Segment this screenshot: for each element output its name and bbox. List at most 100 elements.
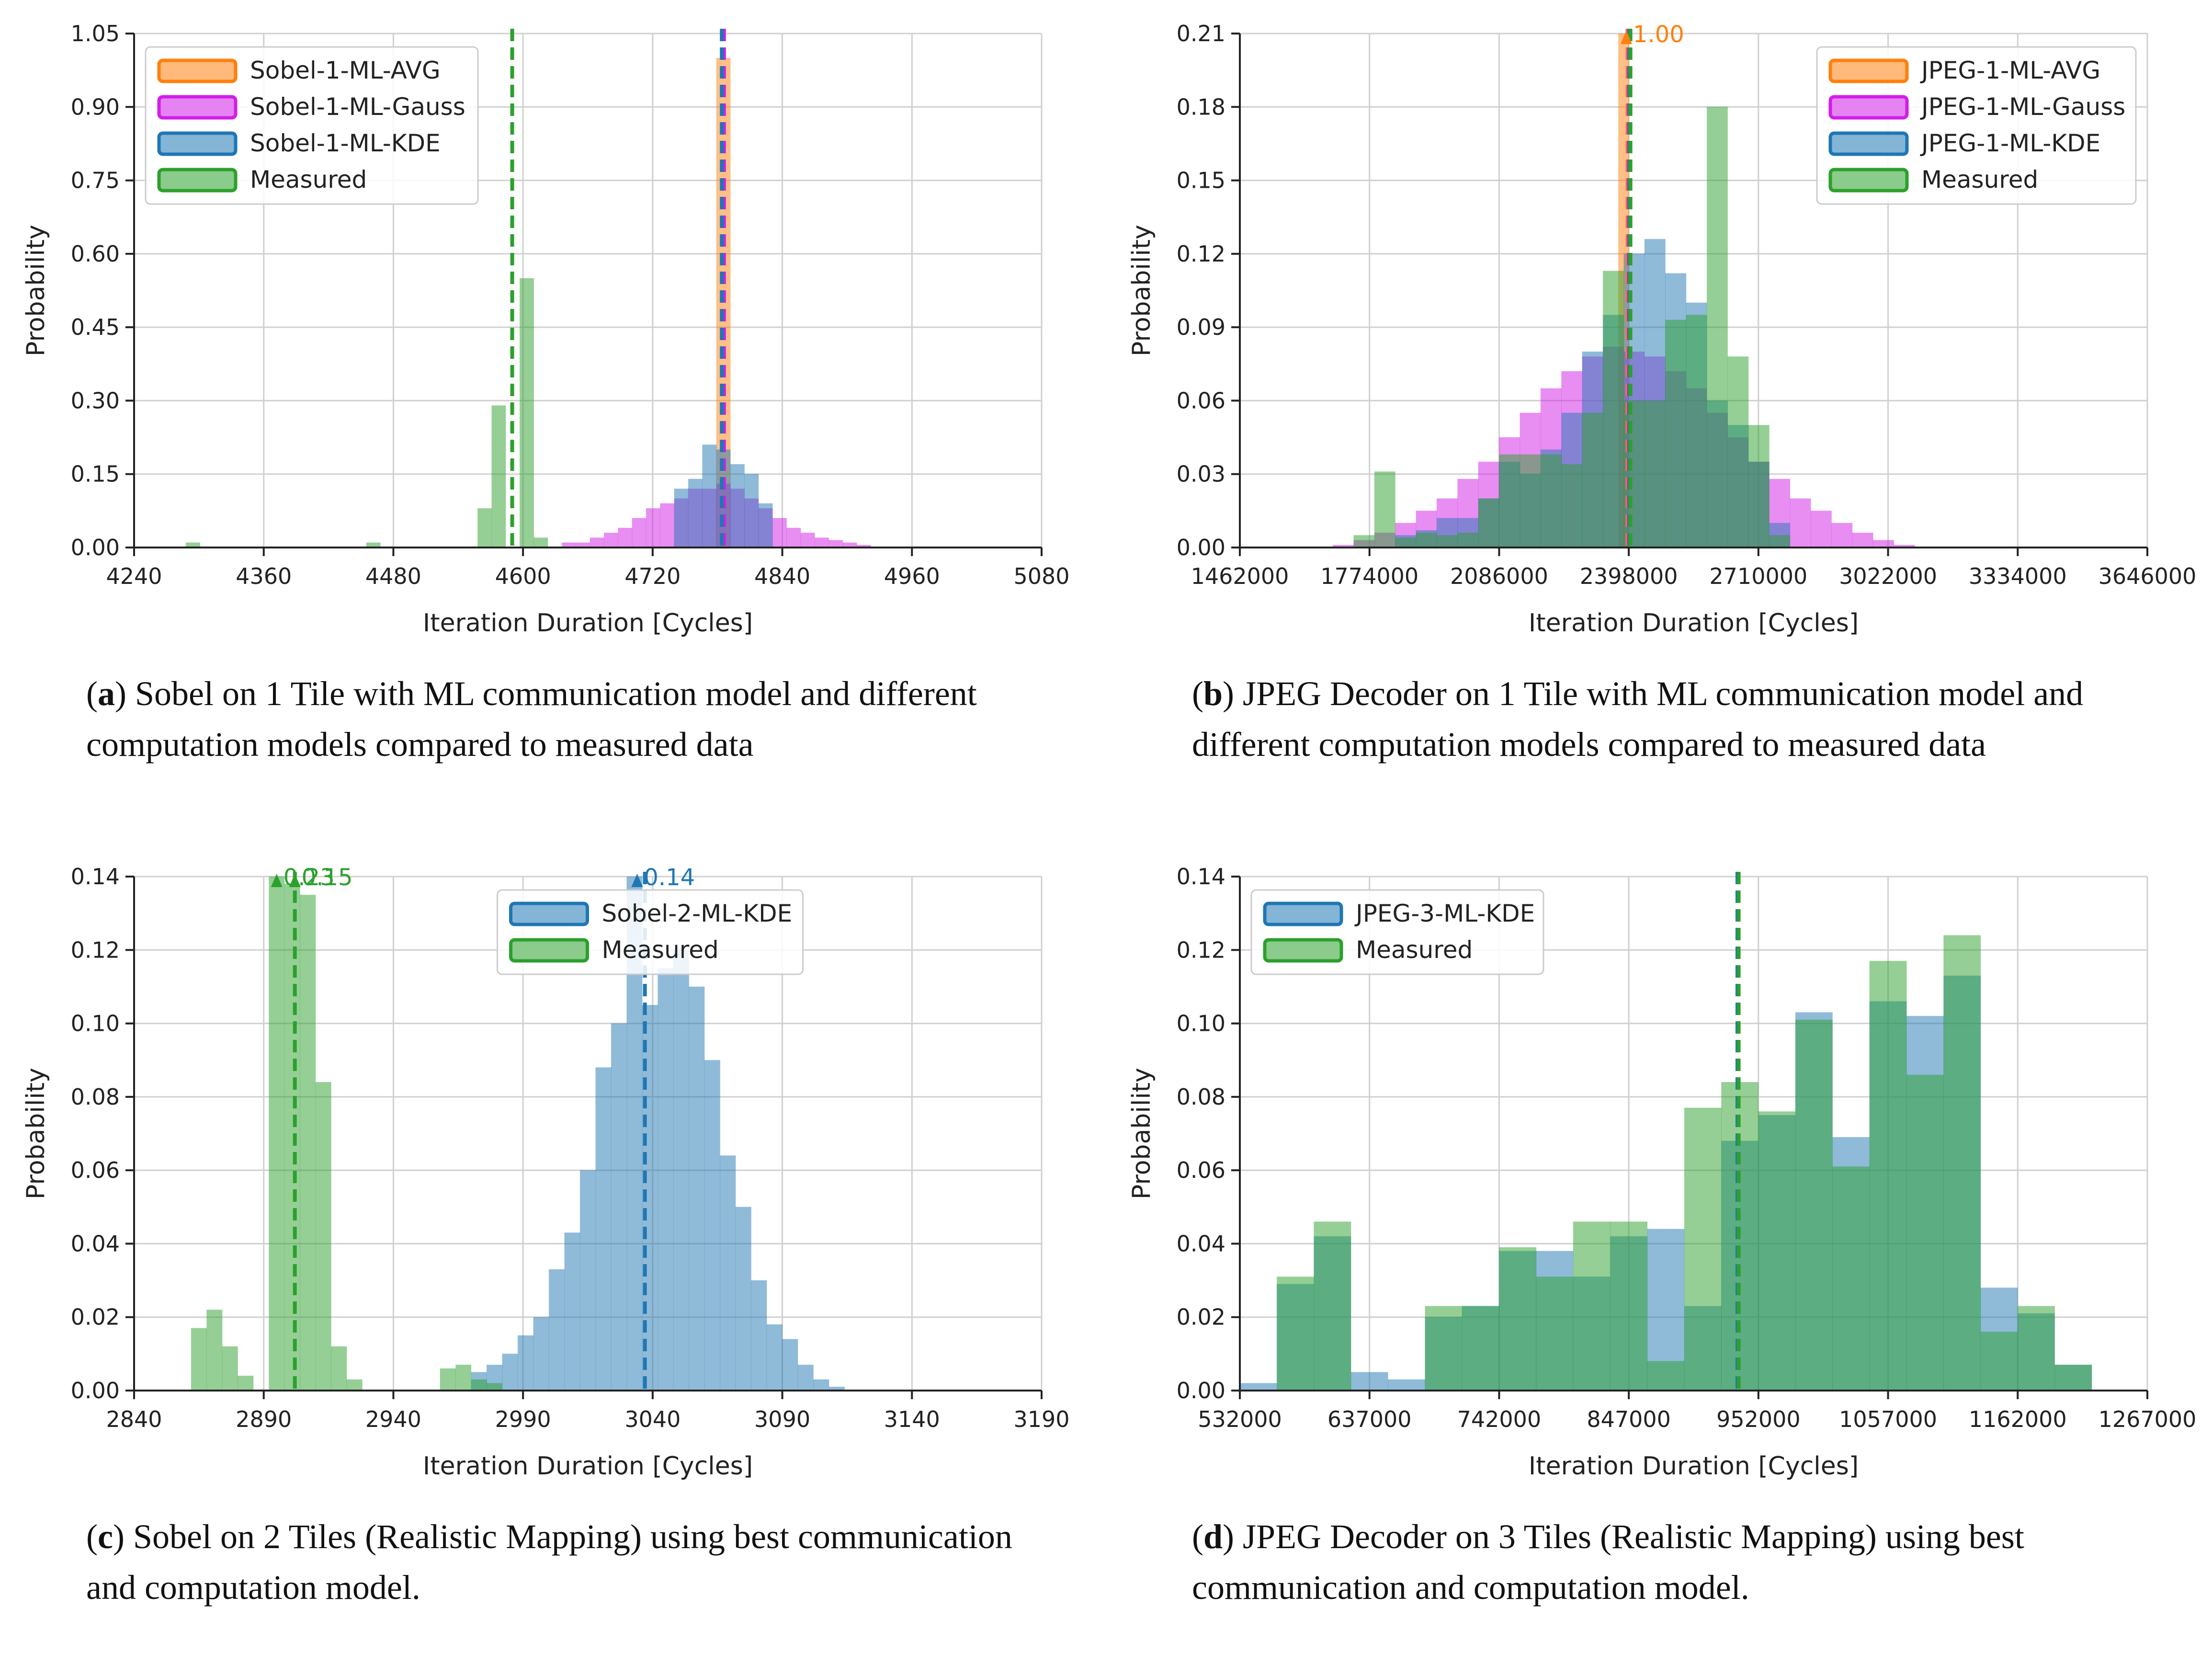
- bar-measured: [1498, 454, 1520, 548]
- y-tick-label: 0.04: [1177, 1231, 1225, 1256]
- overflow-arrow: [271, 874, 283, 887]
- x-tick-label: 2940: [365, 1406, 421, 1432]
- x-tick-label: 2710000: [1709, 563, 1807, 589]
- grid: [133, 33, 1043, 548]
- x-tick-label: 4600: [495, 563, 551, 589]
- bar-kde: [735, 1207, 752, 1391]
- bar-measured: [1769, 535, 1791, 548]
- bar-kde: [579, 1170, 596, 1391]
- bar-measured: [1727, 356, 1749, 548]
- legend-swatch-measured: [1828, 168, 1909, 193]
- bar-measured: [1980, 1331, 2018, 1391]
- bar-measured: [1536, 1276, 1574, 1391]
- bar-measured: [1644, 400, 1666, 548]
- bar-measured: [346, 1379, 363, 1391]
- overflow-arrow: [1620, 31, 1632, 44]
- legend-label: Sobel-1-ML-KDE: [250, 129, 441, 157]
- y-tick-label: 0.15: [1177, 168, 1225, 194]
- legend-box: [145, 46, 479, 205]
- bar-measured: [1276, 1276, 1315, 1391]
- legend-swatch-gauss: [1828, 95, 1909, 120]
- legend-label: JPEG-1-ML-AVG: [1920, 57, 2100, 84]
- bar-measured: [519, 278, 534, 548]
- chart-panel-d: 532000 637000 742000 847000 952000 1057000 116…: [1106, 843, 2207, 1654]
- legend-label: Sobel-1-ML-Gauss: [250, 93, 465, 121]
- legend-label: Measured: [1921, 166, 2038, 194]
- y-tick-label: 0.12: [71, 937, 120, 963]
- y-tick-label: 0.10: [1177, 1011, 1225, 1037]
- x-tick-label: 4840: [754, 563, 810, 589]
- bar-kde: [702, 444, 717, 548]
- y-tick-label: 0.10: [71, 1011, 120, 1037]
- bar-measured: [1665, 319, 1687, 548]
- x-tick-label: 1162000: [1969, 1406, 2067, 1432]
- legend: Sobel-1-ML-AVG Sobel-1-ML-Gauss Sobel-1-ML…: [145, 46, 479, 205]
- bar-gauss: [828, 540, 843, 548]
- legend-label: Measured: [250, 166, 367, 194]
- bar-measured: [300, 894, 316, 1391]
- x-tick-label: 3190: [1013, 1406, 1069, 1432]
- bar-measured: [1425, 1306, 1463, 1391]
- x-axis-label: Iteration Duration [Cycles]: [423, 1452, 753, 1481]
- bar-measured: [1684, 1107, 1722, 1391]
- chart-panel-c: 0.23 0.15 0.14 2840 2890 2940 2990 3040 3090 3140…: [0, 843, 1101, 1654]
- bar-measured: [1436, 535, 1458, 548]
- x-tick-label: 637000: [1327, 1406, 1412, 1432]
- bar-kde: [797, 1364, 814, 1391]
- bar-kde: [813, 1379, 829, 1391]
- y-tick-label: 0.08: [71, 1084, 120, 1110]
- x-tick-label: 1267000: [2099, 1406, 2197, 1432]
- bar-measured: [191, 1328, 207, 1391]
- bar-kde: [502, 1353, 518, 1391]
- bar-measured: [1416, 532, 1437, 548]
- bar-kde: [1239, 1383, 1277, 1391]
- y-tick-label: 0.12: [1177, 241, 1225, 267]
- y-axis-label: Probability: [1127, 225, 1156, 356]
- bar-kde: [611, 1023, 627, 1391]
- bar-measured: [1943, 935, 1981, 1391]
- y-tick-label: 0.14: [71, 864, 120, 890]
- bar-gauss: [603, 532, 619, 548]
- y-tick-label: 1.05: [71, 21, 120, 46]
- bar-measured: [269, 876, 285, 1391]
- bar-measured: [440, 1368, 456, 1391]
- x-tick-label: 3022000: [1839, 563, 1937, 589]
- bar-kde: [720, 1155, 736, 1391]
- legend-box: [1816, 46, 2137, 205]
- bar-kde: [517, 1335, 534, 1391]
- bar-kde: [688, 479, 703, 548]
- bar-gauss: [786, 527, 801, 548]
- y-tick-label: 0.60: [71, 241, 120, 267]
- bar-measured: [1758, 1111, 1796, 1391]
- legend-swatch-kde: [1263, 901, 1343, 926]
- legend-swatch-measured: [1263, 938, 1343, 963]
- y-axis-label: Probability: [22, 225, 50, 356]
- chart-panel-b: 1.00 1462000 1774000 2086000 2398000 2710000 3…: [1106, 0, 2207, 811]
- bar-measured: [1832, 1166, 1870, 1391]
- x-tick-label: 532000: [1198, 1406, 1282, 1432]
- bar-measured: [1353, 535, 1375, 548]
- x-tick-label: 1462000: [1191, 563, 1289, 589]
- x-tick-label: 2086000: [1450, 563, 1548, 589]
- chart-b: 1.00 1462000 1774000 2086000 2398000 2710000 3…: [1127, 21, 2196, 638]
- y-tick-label: 0.00: [71, 535, 120, 560]
- x-tick-label: 2890: [236, 1406, 292, 1432]
- bar-kde: [1387, 1379, 1426, 1391]
- bar-gauss: [632, 518, 647, 548]
- bar-gauss: [590, 537, 604, 548]
- bar-measured: [1610, 1221, 1648, 1391]
- x-tick-label: 952000: [1716, 1406, 1801, 1432]
- x-tick-label: 4240: [106, 563, 162, 589]
- legend-swatch-kde: [1828, 131, 1909, 156]
- x-tick-label: 3140: [884, 1406, 940, 1432]
- bar-measured: [1462, 1306, 1499, 1391]
- bar-measured: [1561, 464, 1583, 548]
- x-axis-label: Iteration Duration [Cycles]: [423, 609, 753, 638]
- y-axis-label: Probability: [22, 1068, 50, 1199]
- bar-gauss: [800, 532, 815, 548]
- bar-measured: [1573, 1221, 1611, 1391]
- bar-kde: [564, 1232, 580, 1391]
- y-tick-label: 0.02: [1177, 1304, 1225, 1330]
- bar-measured: [1582, 412, 1603, 548]
- bar-measured: [1540, 454, 1562, 548]
